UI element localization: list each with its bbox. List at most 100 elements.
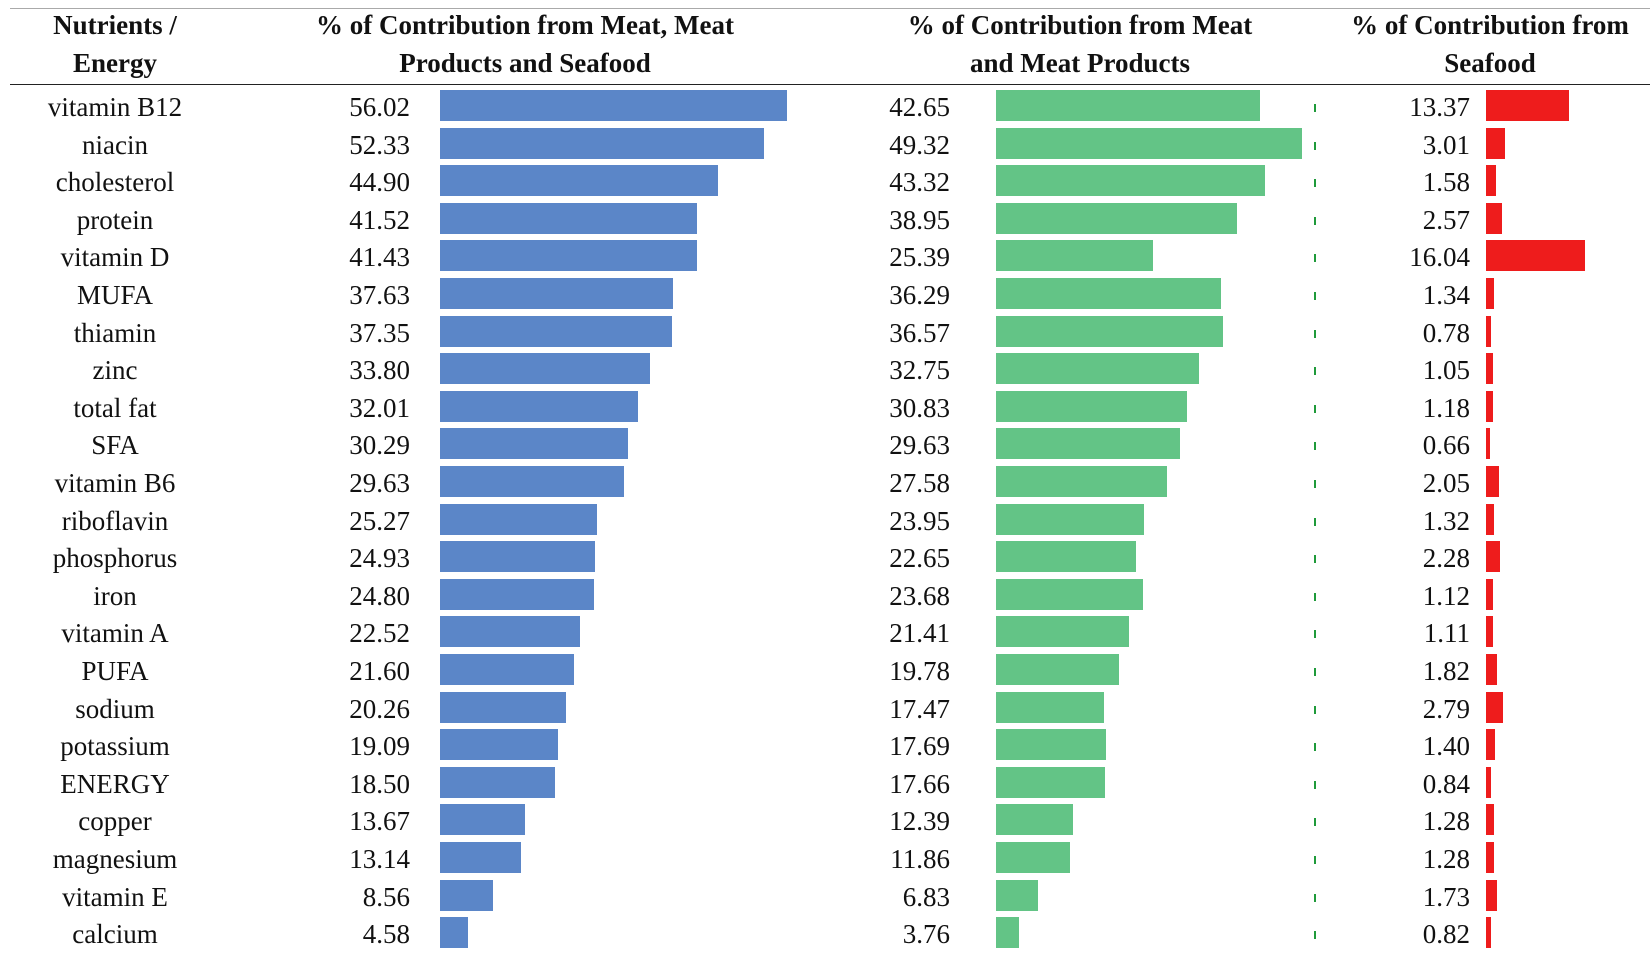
meat-value: 29.63 xyxy=(889,430,950,461)
total-bar xyxy=(440,729,559,761)
header-meat-line2: and Meat Products xyxy=(970,48,1190,78)
nutrient-label: calcium xyxy=(72,919,158,950)
total-bar xyxy=(440,691,566,723)
meat-bar xyxy=(996,541,1137,573)
meat-bar xyxy=(996,165,1265,197)
total-bar xyxy=(440,278,674,309)
gridline-tick xyxy=(1314,630,1316,639)
gridline-tick xyxy=(1314,856,1316,864)
meat-bar xyxy=(996,842,1070,873)
gridline-tick xyxy=(1314,555,1316,564)
total-bar xyxy=(440,127,765,159)
gridline-tick xyxy=(1314,292,1316,300)
seafood-value: 1.58 xyxy=(1422,167,1470,198)
seafood-bar xyxy=(1486,879,1497,911)
nutrient-label: protein xyxy=(76,204,154,235)
meat-value: 22.65 xyxy=(889,543,950,574)
seafood-value: 1.34 xyxy=(1422,280,1470,310)
meat-value: 21.41 xyxy=(889,618,950,649)
total-bar xyxy=(440,879,494,911)
total-bar xyxy=(440,240,697,272)
total-value: 24.93 xyxy=(349,543,410,574)
table-row: riboflavin 25.27 23.95 1.32 xyxy=(0,502,1650,540)
table-row: ENERGY 18.50 17.66 0.84 xyxy=(0,765,1650,803)
total-value: 8.56 xyxy=(362,881,410,912)
table-row: zinc 33.80 32.75 1.05 xyxy=(0,351,1650,389)
seafood-value: 2.28 xyxy=(1422,543,1470,574)
seafood-bar xyxy=(1486,466,1499,497)
meat-value: 17.69 xyxy=(889,731,950,762)
table-row: vitamin A 22.52 21.41 1.11 xyxy=(0,614,1650,652)
nutrient-label: copper xyxy=(78,806,152,837)
total-bar xyxy=(440,466,624,497)
meat-bar xyxy=(996,278,1221,309)
header-nutrients-line2: Energy xyxy=(73,48,157,78)
nutrient-label: riboflavin xyxy=(61,505,169,536)
header-meat-contribution: % of Contribution from Meat and Meat Pro… xyxy=(880,6,1280,82)
total-value: 13.14 xyxy=(349,844,410,874)
meat-bar xyxy=(996,90,1261,121)
gridline-tick xyxy=(1314,592,1316,601)
meat-value: 25.39 xyxy=(889,242,950,273)
seafood-value: 0.78 xyxy=(1422,317,1470,348)
gridline-tick xyxy=(1314,104,1316,112)
nutrient-label: thiamin xyxy=(73,317,157,348)
meat-bar xyxy=(996,654,1119,685)
table-row: calcium 4.58 3.76 0.82 xyxy=(0,915,1650,953)
total-value: 30.29 xyxy=(349,430,410,461)
nutrient-label: MUFA xyxy=(76,280,154,310)
seafood-bar xyxy=(1486,240,1586,272)
top-rule xyxy=(10,8,1650,9)
table-row: cholesterol 44.90 43.32 1.58 xyxy=(0,163,1650,201)
total-bar xyxy=(440,503,597,535)
total-bar xyxy=(440,917,469,949)
meat-bar xyxy=(996,729,1106,761)
meat-value: 3.76 xyxy=(902,919,950,950)
nutrient-label: SFA xyxy=(91,430,139,461)
meat-value: 32.75 xyxy=(889,355,950,386)
total-value: 24.80 xyxy=(349,580,410,611)
table-row: phosphorus 24.93 22.65 2.28 xyxy=(0,539,1650,577)
gridline-tick xyxy=(1314,329,1316,338)
meat-bar xyxy=(996,578,1143,610)
seafood-value: 2.05 xyxy=(1422,468,1470,498)
nutrient-label: total fat xyxy=(73,392,157,423)
total-value: 44.90 xyxy=(349,167,410,198)
table-row: niacin 52.33 49.32 3.01 xyxy=(0,126,1650,164)
seafood-bar xyxy=(1486,90,1569,121)
meat-value: 17.66 xyxy=(889,768,950,799)
meat-value: 36.29 xyxy=(889,280,950,310)
header-total-contribution: % of Contribution from Meat, Meat Produc… xyxy=(300,6,750,82)
total-bar xyxy=(440,616,580,648)
meat-bar xyxy=(996,428,1180,460)
total-value: 37.35 xyxy=(349,317,410,348)
total-value: 13.67 xyxy=(349,806,410,837)
meat-value: 30.83 xyxy=(889,392,950,423)
gridline-tick xyxy=(1314,818,1316,827)
total-value: 33.80 xyxy=(349,355,410,386)
meat-value: 11.86 xyxy=(890,844,950,874)
total-bar xyxy=(440,842,522,873)
total-value: 18.50 xyxy=(349,768,410,799)
meat-bar xyxy=(996,503,1145,535)
meat-value: 27.58 xyxy=(889,468,950,498)
nutrient-label: vitamin A xyxy=(61,618,169,649)
gridline-tick xyxy=(1314,480,1316,488)
table-row: vitamin D 41.43 25.39 16.04 xyxy=(0,238,1650,276)
seafood-bar xyxy=(1486,353,1493,385)
seafood-bar xyxy=(1486,766,1492,798)
seafood-bar xyxy=(1486,616,1493,648)
seafood-bar xyxy=(1486,917,1492,949)
seafood-value: 2.79 xyxy=(1422,693,1470,724)
header-total-line1: % of Contribution from Meat, Meat xyxy=(316,10,734,40)
table-row: vitamin B12 56.02 42.65 13.37 xyxy=(0,88,1650,126)
total-value: 21.60 xyxy=(349,656,410,686)
total-bar xyxy=(440,541,595,573)
seafood-bar xyxy=(1486,691,1504,723)
seafood-value: 13.37 xyxy=(1409,92,1470,122)
seafood-value: 3.01 xyxy=(1422,129,1470,160)
table-row: magnesium 13.14 11.86 1.28 xyxy=(0,840,1650,878)
meat-bar xyxy=(996,390,1188,422)
meat-value: 6.83 xyxy=(902,881,950,912)
nutrient-label: potassium xyxy=(60,731,170,762)
